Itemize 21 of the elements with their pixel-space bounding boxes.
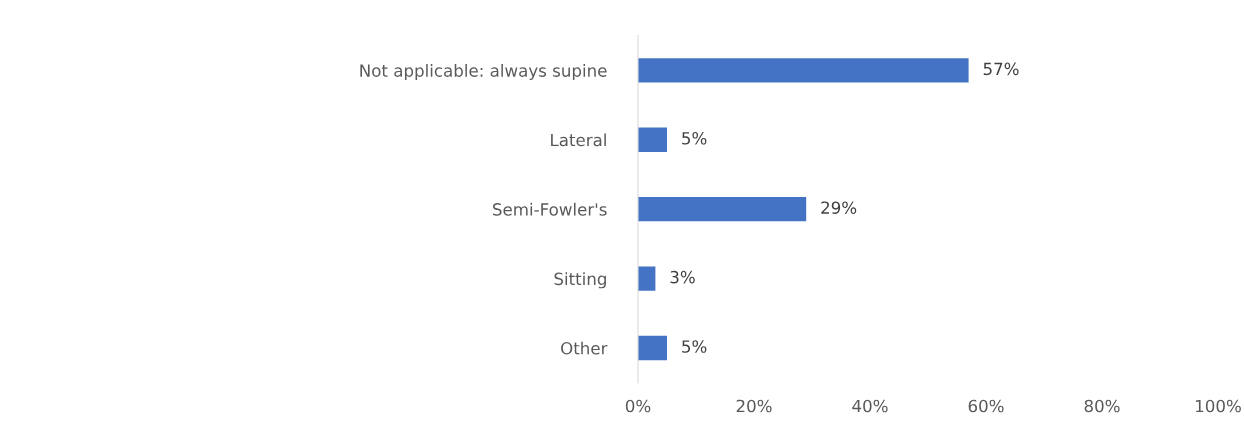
- data-label: 29%: [821, 201, 857, 214]
- x-tick-label: 100%: [1196, 399, 1241, 413]
- data-label: 3%: [670, 270, 695, 284]
- x-tick-label: 60%: [968, 399, 1004, 413]
- y-tick-label: Not applicable: always supine: [360, 63, 607, 81]
- x-tick-label: 80%: [1084, 399, 1120, 413]
- y-tick-label: Lateral: [551, 133, 606, 147]
- x-tick-label: 0%: [625, 399, 651, 413]
- x-tick-label: 20%: [736, 399, 772, 413]
- y-tick-label: Other: [561, 341, 608, 355]
- bar: [638, 58, 969, 83]
- y-tick-label: Sitting: [554, 272, 606, 289]
- y-tick-label: Semi-Fowler's: [493, 202, 607, 216]
- bar: [638, 335, 667, 361]
- data-label: 57%: [983, 62, 1019, 76]
- data-label: 5%: [682, 340, 707, 353]
- bar: [638, 197, 807, 222]
- bar: [638, 266, 656, 291]
- data-label: 5%: [682, 131, 707, 145]
- x-tick-label: 40%: [852, 399, 888, 413]
- bar: [638, 127, 667, 152]
